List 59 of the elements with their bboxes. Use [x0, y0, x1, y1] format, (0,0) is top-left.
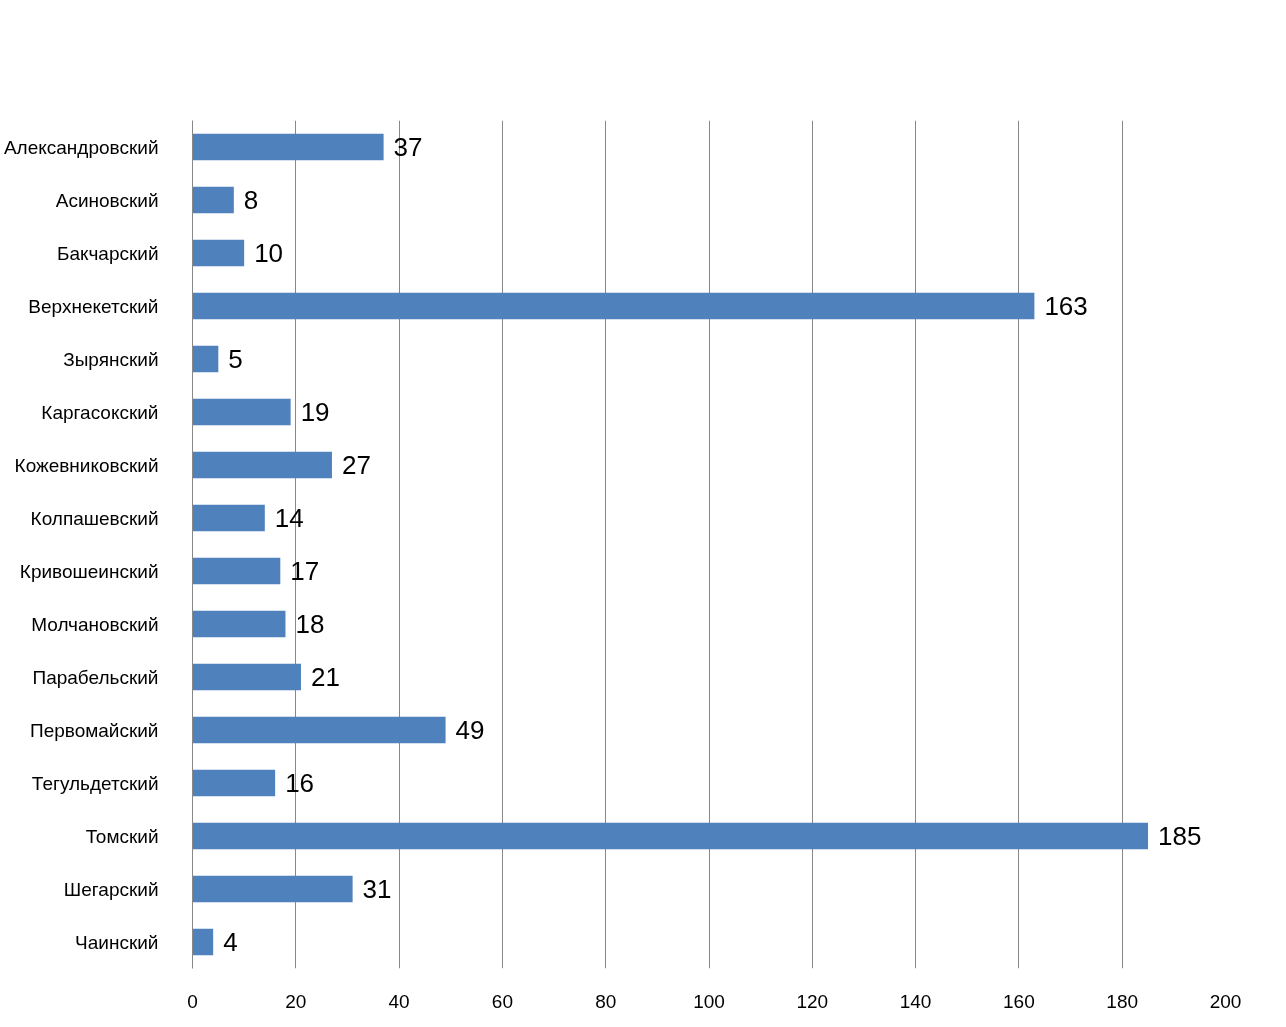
x-tick-label: 60: [491, 990, 513, 1012]
bar: [192, 504, 265, 532]
x-tick-label: 140: [899, 990, 932, 1012]
bar: [192, 928, 214, 956]
x-tick-label: 20: [285, 990, 307, 1012]
y-tick-label: Верхнекетский: [28, 295, 159, 317]
data-label: 37: [393, 132, 423, 162]
x-tick-label: 200: [1209, 990, 1242, 1012]
data-label: 49: [455, 715, 485, 745]
data-label: 10: [254, 238, 284, 268]
bar: [192, 769, 276, 797]
y-tick-label: Тегульдетский: [31, 772, 159, 794]
x-tick-label: 120: [796, 990, 829, 1012]
x-tick-label: 0: [187, 990, 198, 1012]
bar: [192, 451, 332, 479]
x-tick-label: 100: [693, 990, 725, 1012]
y-tick-label: Молчановский: [31, 613, 159, 635]
y-tick-label: Асиновский: [55, 189, 159, 211]
y-tick-label: Чаинский: [75, 931, 159, 953]
data-label: 8: [243, 185, 259, 215]
data-label: 5: [228, 344, 243, 374]
data-label: 17: [290, 556, 320, 586]
y-tick-label: Кожевниковский: [14, 454, 159, 476]
data-label: 21: [310, 662, 340, 692]
bar: [192, 822, 1149, 850]
y-tick-label: Колпашевский: [30, 507, 159, 529]
bar: [192, 716, 446, 744]
bar: [192, 663, 301, 691]
y-tick-label: Кривошеинский: [19, 560, 159, 582]
data-label: 4: [223, 927, 238, 957]
bar: [192, 610, 286, 638]
y-tick-label: Александровский: [3, 136, 159, 158]
bar: [192, 875, 353, 903]
y-tick-label: Зырянский: [63, 348, 159, 370]
bar: [192, 557, 281, 585]
y-tick-label: Шегарский: [63, 878, 159, 900]
y-tick-label: Первомайский: [29, 719, 159, 741]
data-label: 27: [341, 450, 371, 480]
y-tick-label: Каргасокский: [41, 401, 159, 423]
data-label: 19: [300, 397, 330, 427]
x-tick-label: 40: [388, 990, 410, 1012]
bar: [192, 292, 1035, 320]
y-tick-label: Томский: [85, 825, 159, 847]
x-tick-label: 80: [595, 990, 617, 1012]
x-tick-label: 180: [1106, 990, 1139, 1012]
y-tick-label: Бакчарский: [57, 242, 159, 264]
data-label: 163: [1044, 291, 1088, 321]
data-label: 14: [274, 503, 304, 533]
bar: [192, 345, 219, 373]
y-tick-label: Парабельский: [32, 666, 159, 688]
data-label: 185: [1158, 821, 1202, 851]
data-label: 31: [362, 874, 392, 904]
data-label: 18: [295, 609, 325, 639]
bar: [192, 398, 291, 426]
bar: [192, 186, 234, 214]
bar: [192, 239, 245, 267]
data-label: 16: [285, 768, 315, 798]
x-tick-label: 160: [1003, 990, 1035, 1012]
bar: [192, 133, 384, 161]
